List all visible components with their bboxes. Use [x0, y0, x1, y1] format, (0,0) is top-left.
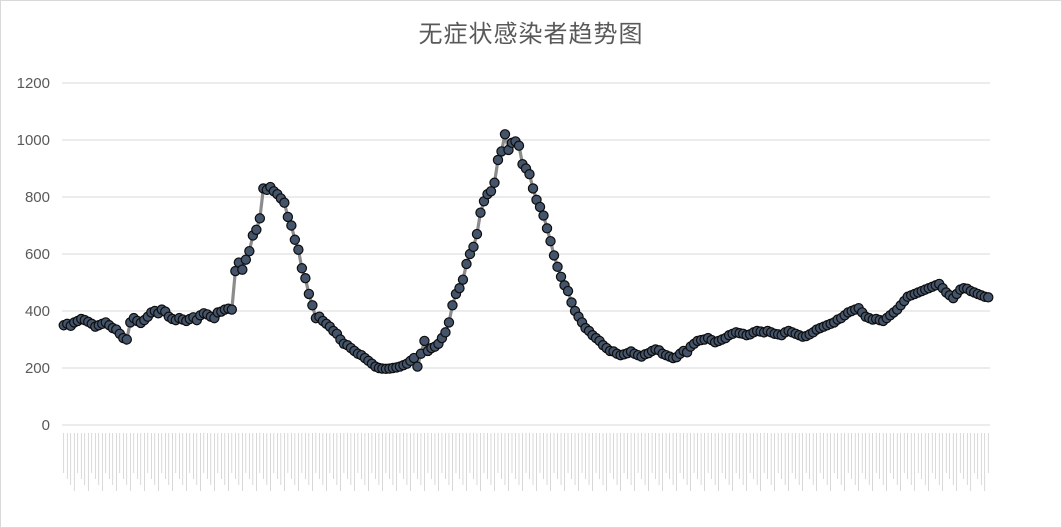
x-axis-ticks: [63, 433, 989, 491]
data-point: [303, 288, 315, 300]
data-point: [475, 207, 486, 218]
data-point: [279, 197, 290, 208]
data-point: [447, 300, 458, 311]
data-point: [562, 285, 574, 297]
data-point: [412, 361, 423, 372]
data-point: [545, 235, 556, 247]
data-point: [513, 140, 525, 151]
data-point: [538, 210, 549, 221]
data-point: [240, 254, 252, 265]
data-point: [237, 264, 248, 275]
data-point: [254, 213, 266, 224]
y-tick-label: 600: [25, 246, 50, 263]
data-point: [286, 220, 297, 231]
data-point: [293, 244, 304, 255]
y-tick-label: 800: [25, 189, 50, 206]
data-point: [282, 211, 294, 223]
data-point: [296, 263, 308, 274]
chart-title: 无症状感染者趋势图: [418, 20, 644, 48]
y-axis-ticks: 0 200 400 600 800 1000 1200: [17, 75, 50, 434]
data-point: [471, 228, 483, 240]
data-point: [461, 258, 472, 270]
data-point: [244, 245, 255, 257]
data-point: [457, 274, 469, 285]
data-point: [541, 223, 553, 234]
data-point: [524, 168, 535, 180]
data-point: [443, 317, 455, 328]
data-point: [226, 304, 238, 315]
data-point: [251, 224, 262, 235]
y-tick-label: 0: [42, 417, 50, 434]
data-point: [566, 297, 577, 308]
data-point: [300, 273, 311, 284]
y-tick-label: 400: [25, 303, 50, 320]
data-point: [983, 292, 994, 303]
y-tick-label: 200: [25, 360, 50, 377]
gridlines: [62, 82, 990, 426]
series-trend: [58, 129, 994, 375]
data-point: [289, 234, 301, 245]
data-point: [468, 241, 479, 253]
data-point: [534, 201, 546, 213]
data-point: [485, 186, 497, 197]
data-point: [307, 300, 318, 311]
data-point: [499, 129, 511, 140]
data-point: [489, 177, 500, 188]
data-point: [555, 271, 567, 282]
y-tick-label: 1000: [17, 132, 50, 149]
data-point: [552, 261, 563, 273]
data-point: [454, 283, 465, 294]
data-point: [548, 250, 560, 261]
y-tick-label: 1200: [17, 75, 50, 92]
data-point: [121, 334, 132, 345]
data-point: [440, 327, 451, 338]
data-point: [492, 154, 504, 166]
data-point: [419, 335, 430, 347]
data-point: [527, 183, 539, 194]
